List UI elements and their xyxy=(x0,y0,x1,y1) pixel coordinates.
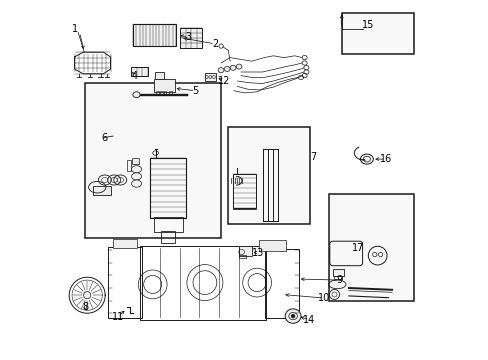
Bar xyxy=(140,246,265,320)
Bar xyxy=(228,127,310,224)
Bar xyxy=(161,231,175,243)
Text: 9: 9 xyxy=(336,275,342,285)
Bar xyxy=(258,240,285,251)
Ellipse shape xyxy=(360,154,373,164)
Bar xyxy=(132,158,139,164)
Bar xyxy=(108,247,141,318)
Bar xyxy=(93,186,110,195)
Text: 17: 17 xyxy=(351,243,364,253)
Ellipse shape xyxy=(131,166,141,173)
Text: 14: 14 xyxy=(303,315,315,325)
Bar xyxy=(153,79,175,92)
Bar xyxy=(168,91,171,94)
Bar xyxy=(150,158,186,218)
Bar xyxy=(154,72,163,79)
Bar xyxy=(238,255,245,258)
Bar xyxy=(238,246,252,256)
Bar xyxy=(204,73,215,81)
Text: 1: 1 xyxy=(71,24,78,34)
Text: 11: 11 xyxy=(111,312,123,322)
Bar xyxy=(153,217,182,232)
Text: 3: 3 xyxy=(185,32,191,42)
Bar xyxy=(131,67,147,76)
Bar xyxy=(113,239,136,248)
Text: 5: 5 xyxy=(192,86,198,96)
Text: 12: 12 xyxy=(218,76,230,86)
Bar xyxy=(156,91,159,94)
Ellipse shape xyxy=(230,65,236,70)
Bar xyxy=(232,174,256,208)
Ellipse shape xyxy=(131,180,141,187)
Text: 16: 16 xyxy=(379,154,391,164)
Text: 10: 10 xyxy=(318,293,330,303)
Text: 4: 4 xyxy=(132,71,138,81)
Bar xyxy=(85,83,221,238)
Ellipse shape xyxy=(236,64,242,69)
Bar xyxy=(180,28,202,48)
Ellipse shape xyxy=(291,314,294,318)
Text: 6: 6 xyxy=(101,132,107,143)
Bar xyxy=(163,91,166,94)
Ellipse shape xyxy=(131,173,141,180)
Ellipse shape xyxy=(285,309,301,323)
Ellipse shape xyxy=(133,92,140,98)
Bar xyxy=(272,149,277,221)
Ellipse shape xyxy=(218,68,224,73)
Ellipse shape xyxy=(83,292,91,299)
Bar xyxy=(133,24,176,46)
Text: 8: 8 xyxy=(82,302,88,312)
Text: 2: 2 xyxy=(211,39,218,49)
Bar xyxy=(160,91,163,94)
Bar xyxy=(328,194,413,301)
Bar xyxy=(262,149,267,221)
Bar xyxy=(127,160,130,171)
Text: 13: 13 xyxy=(251,248,264,258)
Bar xyxy=(332,269,344,276)
Text: 15: 15 xyxy=(361,20,373,30)
Bar xyxy=(265,249,298,318)
Bar xyxy=(334,276,342,279)
Text: 7: 7 xyxy=(310,152,316,162)
Bar xyxy=(341,13,413,54)
Ellipse shape xyxy=(224,67,229,72)
